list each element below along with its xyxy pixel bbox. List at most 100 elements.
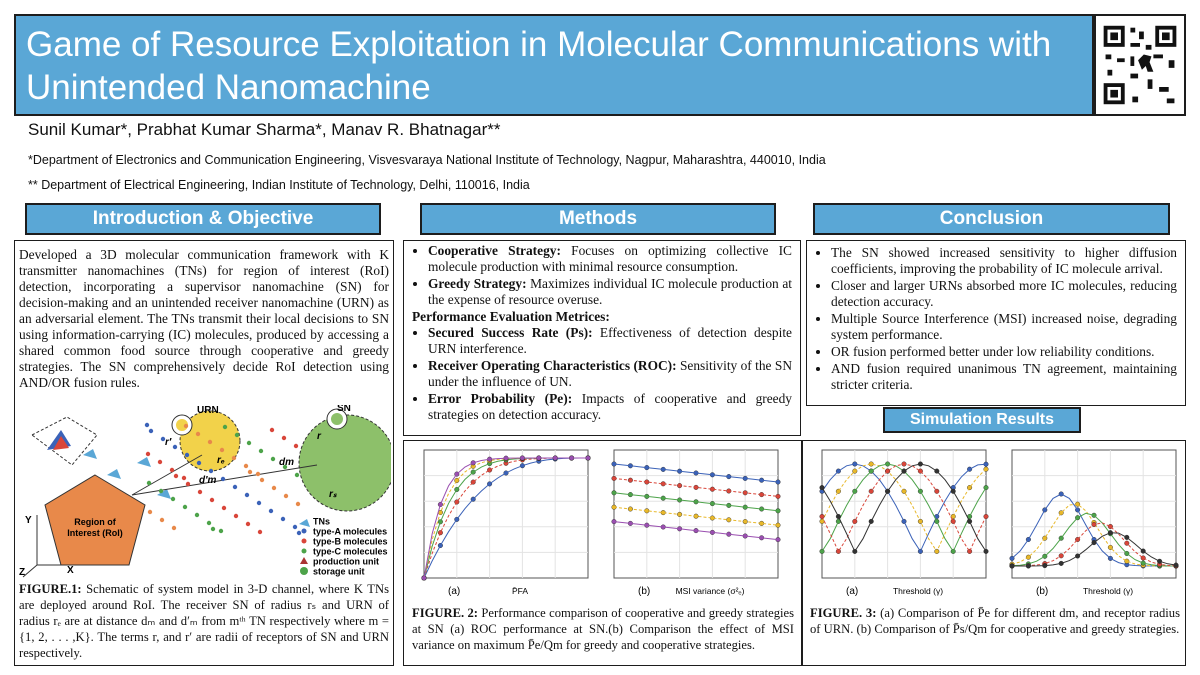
chart-panel: (b) MSI variance (σ²ₑ)	[611, 449, 781, 597]
molecule	[159, 517, 165, 523]
molecule	[257, 529, 263, 535]
legend-marker	[301, 528, 307, 534]
item-text: Sensitivity of the SN under the influenc…	[428, 358, 792, 389]
x-axis-label: Threshold (γ)	[1083, 586, 1133, 596]
results-panel: (a) P̄FA (b) MSI variance (σ²ₑ) FIGURE. 2: P…	[403, 440, 1186, 666]
curve-marker	[819, 485, 825, 491]
schematic-label: rₑ	[217, 455, 225, 466]
item-text: Maximizes individual IC molecule product…	[428, 276, 792, 307]
molecule	[246, 440, 252, 446]
molecule	[146, 480, 152, 486]
section-heading: Introduction & Objective	[25, 203, 381, 235]
schematic-label: d′m	[199, 475, 217, 486]
conclusion-panel: The SN showed increased sensitivity to h…	[806, 240, 1186, 406]
legend-label: type-A molecules	[313, 527, 387, 537]
schematic-label: SN	[337, 405, 351, 414]
curve	[613, 521, 779, 541]
molecule	[181, 475, 187, 481]
molecule	[281, 435, 287, 441]
schematic-label: Y	[25, 515, 32, 526]
panel-label: (b)	[1036, 586, 1048, 597]
molecule	[219, 447, 225, 453]
list-item: Secured Success Rate (Ps): Effectiveness…	[428, 325, 792, 357]
item-text: Effectiveness of detection despite URN i…	[428, 325, 792, 356]
molecule	[296, 530, 302, 536]
subheading: Performance Evaluation Metrices:	[412, 309, 610, 324]
schematic-label: dm	[279, 457, 294, 468]
qr-code	[1094, 14, 1186, 116]
curve	[613, 463, 779, 483]
curve	[821, 463, 987, 553]
legend-label: TNs	[313, 517, 330, 527]
legend-label: storage unit	[313, 567, 365, 577]
molecule	[231, 455, 237, 461]
curve	[423, 457, 588, 579]
molecule	[234, 432, 240, 438]
molecule	[280, 516, 286, 522]
legend-label: type-B molecules	[313, 537, 388, 547]
legend-marker	[300, 557, 308, 564]
molecule	[160, 436, 166, 442]
figure-caption: FIGURE. 2: Performance comparison of coo…	[412, 605, 794, 653]
curve	[821, 463, 987, 553]
item-text: Impacts of cooperative and greedy strate…	[428, 391, 792, 422]
molecule	[170, 496, 176, 502]
list-item: Receiver Operating Characteristics (ROC)…	[428, 358, 792, 390]
legend-marker	[299, 519, 310, 527]
authors: Sunil Kumar*, Prabhat Kumar Sharma*, Man…	[28, 120, 501, 139]
molecule	[210, 526, 216, 532]
figure-caption: FIGURE.1: Schematic of system model in 3…	[19, 581, 389, 661]
caption-text: (a) Comparison of P̄e for different dm, …	[810, 606, 1180, 636]
molecule	[293, 443, 299, 449]
molecule	[283, 493, 289, 499]
bullet: Multiple Source Interference (MSI) incre…	[831, 311, 1177, 343]
molecule	[208, 468, 214, 474]
panel-label: (a)	[846, 586, 858, 597]
molecule	[147, 509, 153, 515]
molecule	[271, 485, 277, 491]
affiliation: ** Department of Electrical Engineering,…	[28, 178, 530, 192]
molecule	[243, 463, 249, 469]
molecule	[245, 521, 251, 527]
curve-marker	[983, 485, 989, 491]
x-axis-label: MSI variance (σ²ₑ)	[676, 586, 745, 596]
chart-panel: (b) Threshold (γ)	[1009, 449, 1179, 597]
curve-marker	[950, 518, 956, 524]
molecule	[144, 422, 150, 428]
item-label: Error Probability (Pe):	[428, 391, 573, 406]
section-heading: Conclusion	[813, 203, 1170, 235]
molecule	[209, 497, 215, 503]
section-heading: Methods	[420, 203, 776, 235]
plot-frame	[423, 449, 589, 579]
curve	[1012, 532, 1177, 567]
methods-panel: Cooperative Strategy: Focuses on optimiz…	[403, 240, 801, 436]
molecule	[269, 427, 275, 433]
molecule	[184, 452, 190, 458]
schematic: URN SN r′ r d′mrₑ dm rₛ Region of Interest (RoI)…	[19, 405, 391, 578]
molecule	[185, 481, 191, 487]
schematic-label: URN	[197, 405, 219, 416]
panel-label: (a)	[448, 586, 460, 597]
legend-marker	[301, 538, 307, 544]
molecule	[183, 423, 189, 429]
curve	[1011, 522, 1177, 567]
x-axis-label: P̄FA	[512, 586, 528, 596]
item-label: Greedy Strategy:	[428, 276, 527, 291]
curve	[1011, 512, 1177, 567]
molecule	[145, 451, 151, 457]
molecule	[218, 528, 224, 534]
legend-label: type-C molecules	[313, 547, 388, 557]
schematic-label: Region of Interest (RoI)	[67, 517, 123, 538]
schematic-label: X	[67, 565, 74, 576]
molecule	[196, 460, 202, 466]
molecule	[206, 520, 212, 526]
intro-panel: Developed a 3D molecular communication f…	[14, 240, 394, 666]
curve	[613, 477, 779, 497]
legend-marker	[301, 548, 307, 554]
molecule	[270, 456, 276, 462]
curve	[821, 463, 987, 553]
list-item: Error Probability (Pe): Impacts of coope…	[428, 391, 792, 423]
molecule	[157, 459, 163, 465]
item-label: Receiver Operating Characteristics (ROC)…	[428, 358, 677, 373]
